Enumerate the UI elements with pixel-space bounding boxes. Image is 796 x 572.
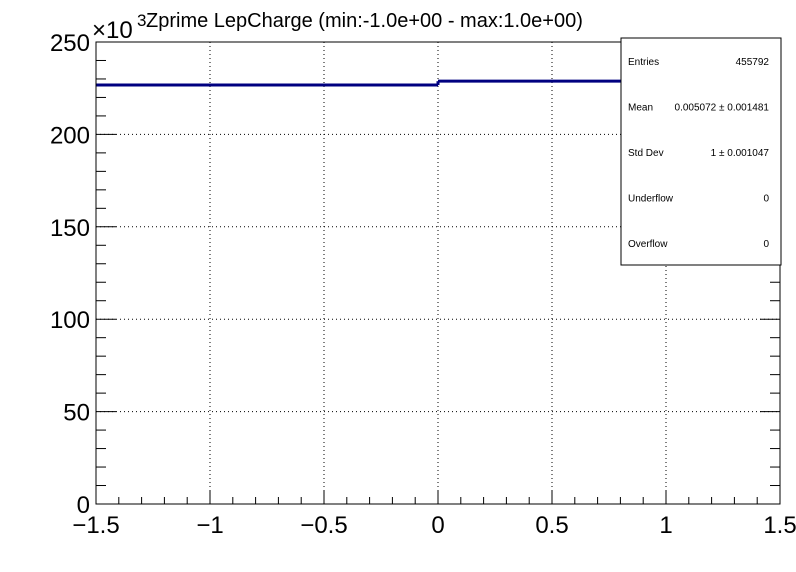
y-tick-label: 250: [50, 30, 90, 57]
stats-row-value: 455792: [736, 57, 770, 68]
stats-row-label: Overflow: [628, 239, 668, 250]
grid-lines: [96, 42, 780, 504]
stats-row-value: 0: [763, 239, 769, 250]
y-multiplier-exponent: 3: [137, 11, 146, 30]
y-tick-label: 200: [50, 122, 90, 149]
stats-row-label: Entries: [628, 57, 659, 68]
stats-box-frame: [620, 37, 782, 266]
y-axis-tick-labels: 0 50 100 150 200 250: [50, 30, 90, 519]
x-tick-label: 1.5: [763, 512, 796, 539]
x-tick-label: 1: [659, 512, 672, 539]
y-tick-label: 150: [50, 215, 90, 242]
stats-row-value: 1 ± 0.001047: [711, 148, 770, 159]
x-tick-label: −0.5: [300, 512, 347, 539]
stats-row-label: Underflow: [628, 194, 674, 205]
y-tick-label: 0: [77, 492, 90, 519]
x-tick-label: 0: [431, 512, 444, 539]
x-tick-label: 0.5: [535, 512, 568, 539]
plot-frame: [95, 41, 781, 505]
y-tick-label: 100: [50, 307, 90, 334]
x-tick-label: −1.5: [72, 512, 119, 539]
stats-row-label: Std Dev: [628, 148, 664, 159]
stats-row-value: 0.005072 ± 0.001481: [675, 103, 770, 114]
stats-row-label: Mean: [628, 103, 653, 114]
chart-title: Zprime LepCharge (min:-1.0e+00 - max:1.0…: [146, 10, 583, 32]
stats-row-value: 0: [763, 194, 769, 205]
stats-box: Entries 455792 Mean 0.005072 ± 0.001481 Std …: [620, 37, 782, 266]
y-multiplier-label: ×10: [92, 17, 133, 44]
y-tick-label: 50: [63, 400, 90, 427]
x-tick-label: −1: [196, 512, 223, 539]
x-axis-tick-labels: −1.5 −1 −0.5 0 0.5 1 1.5: [72, 512, 796, 539]
